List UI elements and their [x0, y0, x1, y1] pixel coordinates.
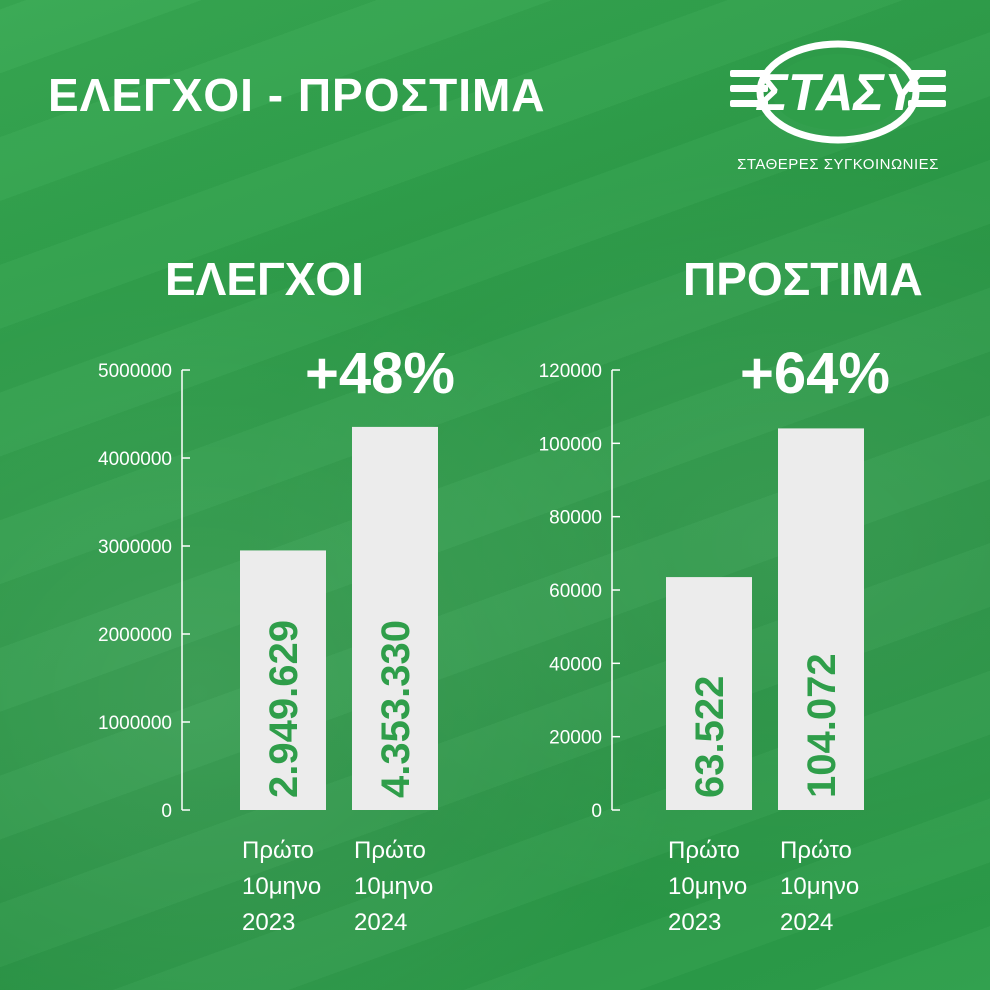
bar	[778, 428, 864, 810]
fines-change-annotation: +64%	[740, 341, 890, 406]
y-tick-label: 4000000	[98, 449, 172, 470]
checks-chart: 0 1000000 2000000 3000000 4000000 5000000 2.94…	[98, 361, 438, 936]
chart-title-checks: ΕΛΕΓΧΟΙ	[165, 253, 364, 305]
y-tick-label: 0	[161, 801, 172, 822]
x-category-label: Πρώτο	[780, 837, 852, 864]
x-category-label: 2024	[780, 909, 833, 936]
logo-subtitle: ΣΤΑΘΕΡΕΣ ΣΥΓΚΟΙΝΩΝΙΕΣ	[737, 156, 939, 173]
x-category-label: Πρώτο	[242, 837, 314, 864]
stasy-logo-emblem: ΣΤΑΣΥ	[730, 40, 946, 144]
y-tick-label: 120000	[539, 361, 602, 382]
y-tick-label: 0	[591, 801, 602, 822]
y-tick-label: 100000	[539, 434, 602, 455]
y-tick-label: 2000000	[98, 625, 172, 646]
bar-value-label: 63.522	[688, 676, 732, 798]
x-category-label: 10μηνο	[354, 873, 433, 900]
bar	[352, 426, 438, 810]
bar	[666, 577, 752, 810]
y-tick-label: 5000000	[98, 361, 172, 382]
logo-wordmark: ΣΤΑΣΥ	[755, 64, 923, 122]
x-category-label: Πρώτο	[668, 837, 740, 864]
fines-chart: 0 20000 40000 60000 80000 100000 120000 63.522 Π…	[539, 361, 864, 936]
x-category-label: 2024	[354, 909, 407, 936]
bar	[240, 550, 326, 810]
y-tick-label: 60000	[549, 581, 602, 602]
y-tick-label: 20000	[549, 728, 602, 749]
chart-title-fines: ΠΡΟΣΤΙΜΑ	[683, 253, 923, 305]
y-tick-label: 3000000	[98, 537, 172, 558]
checks-change-annotation: +48%	[305, 341, 455, 406]
x-category-label: 2023	[668, 909, 721, 936]
stasy-logo: ΣΤΑΣΥ ΣΤΑΘΕΡΕΣ ΣΥΓΚΟΙΝΩΝΙΕΣ	[728, 40, 948, 180]
y-tick-label: 1000000	[98, 713, 172, 734]
x-category-label: Πρώτο	[354, 837, 426, 864]
page-title: ΕΛΕΓΧΟΙ - ΠΡΟΣΤΙΜΑ	[48, 69, 546, 121]
bar-value-label: 104.072	[800, 653, 844, 798]
x-category-label: 10μηνο	[780, 873, 859, 900]
y-tick-label: 40000	[549, 654, 602, 675]
bar-value-label: 2.949.629	[262, 620, 306, 798]
x-category-label: 10μηνο	[242, 873, 321, 900]
x-category-label: 10μηνο	[668, 873, 747, 900]
bar-value-label: 4.353.330	[374, 620, 418, 798]
x-category-label: 2023	[242, 909, 295, 936]
y-tick-label: 80000	[549, 508, 602, 529]
